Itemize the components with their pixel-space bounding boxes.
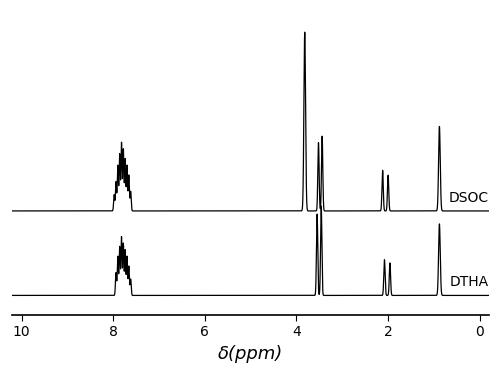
- Text: DSOC: DSOC: [449, 191, 489, 205]
- Text: DTHA: DTHA: [450, 275, 489, 289]
- X-axis label: δ(ppm): δ(ppm): [218, 345, 284, 363]
